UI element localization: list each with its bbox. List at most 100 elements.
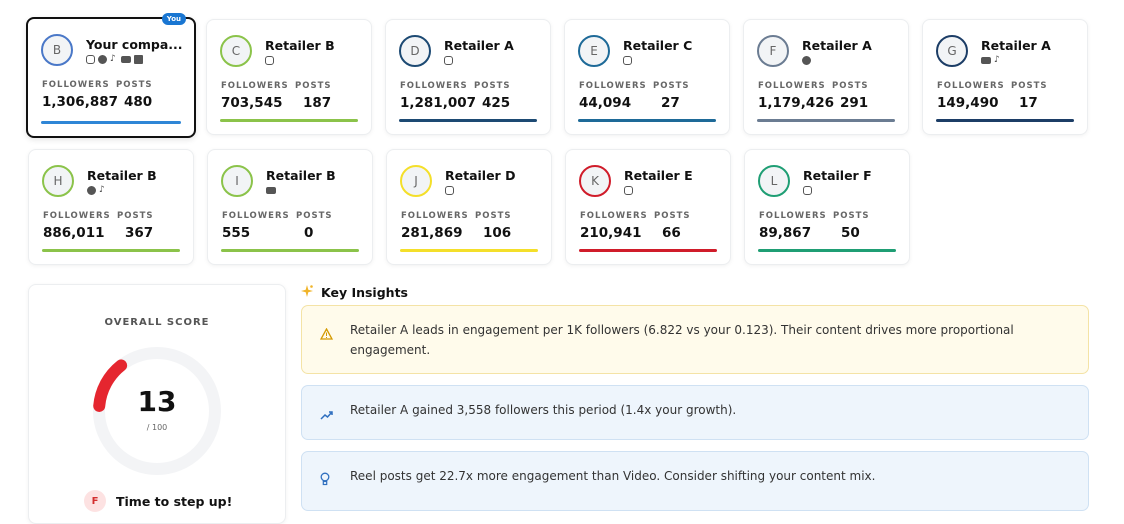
platform-icons [265,56,274,65]
posts-value: 66 [662,225,681,241]
posts-label: POSTS [295,81,332,91]
followers-value: 210,941 [580,225,642,241]
competitor-card[interactable]: You B Your compa... ♪ FOLLOWERS POSTS 1,306,88… [26,13,196,138]
warning-icon [319,326,334,346]
platform-icons [623,56,632,65]
posts-label: POSTS [296,211,333,221]
followers-label: FOLLOWERS [579,81,647,91]
avatar: C [220,35,252,67]
posts-value: 367 [125,225,154,241]
insight-card: Reel posts get 22.7x more engagement tha… [301,451,1089,511]
posts-value: 106 [483,225,512,241]
posts-label: POSTS [654,211,691,221]
competitor-name: Retailer B [265,38,335,53]
instagram-icon [624,186,633,195]
competitor-card[interactable]: K Retailer E FOLLOWERS POSTS 210,941 66 [565,149,731,265]
followers-value: 886,011 [43,225,105,241]
posts-value: 0 [304,225,314,241]
avatar: F [757,35,789,67]
posts-label: POSTS [653,81,690,91]
followers-value: 703,545 [221,95,283,111]
competitor-card[interactable]: H Retailer B ♪ FOLLOWERS POSTS 886,011 367 [28,149,194,265]
instagram-icon [803,186,812,195]
avatar: K [579,165,611,197]
competitor-name: Retailer F [803,168,872,183]
posts-value: 50 [841,225,860,241]
score-gauge-arc [93,359,128,412]
facebook-icon [98,55,107,64]
competitor-name: Your compa... [86,37,183,52]
color-bar [579,249,717,252]
posts-value: 17 [1019,95,1038,111]
instagram-icon [445,186,454,195]
avatar: H [42,165,74,197]
posts-value: 425 [482,95,511,111]
followers-value: 1,281,007 [400,95,477,111]
competitor-card[interactable]: G Retailer A ♪ FOLLOWERS POSTS 149,490 17 [922,19,1088,135]
competitor-name: Retailer C [623,38,693,53]
competitor-card[interactable]: E Retailer C FOLLOWERS POSTS 44,094 27 [564,19,730,135]
platform-icons [624,186,633,195]
competitor-name: Retailer E [624,168,693,183]
avatar: L [758,165,790,197]
avatar: G [936,35,968,67]
color-bar [936,119,1074,122]
platform-icons: ♪ [981,56,1002,65]
followers-label: FOLLOWERS [580,211,648,221]
color-bar [758,249,896,252]
followers-label: FOLLOWERS [758,81,826,91]
platform-icons: ♪ [86,55,143,64]
avatar: D [399,35,431,67]
followers-label: FOLLOWERS [759,211,827,221]
instagram-icon [86,55,95,64]
platform-icons [803,186,812,195]
competitor-card[interactable]: I Retailer B FOLLOWERS POSTS 555 0 [207,149,373,265]
trending-up-icon [320,406,333,426]
competitor-card[interactable]: D Retailer A FOLLOWERS POSTS 1,281,007 425 [385,19,551,135]
followers-label: FOLLOWERS [937,81,1005,91]
posts-label: POSTS [116,80,153,90]
sparkle-icon [300,284,314,301]
tiktok-icon: ♪ [110,54,116,64]
insight-text: Reel posts get 22.7x more engagement tha… [350,469,876,483]
platform-icons [802,56,811,65]
you-badge: You [161,13,186,25]
competitor-name: Retailer B [87,168,157,183]
followers-label: FOLLOWERS [400,81,468,91]
color-bar [41,121,181,124]
followers-label: FOLLOWERS [42,80,110,90]
competitor-name: Retailer B [266,168,336,183]
score-max: / 100 [146,423,168,432]
avatar: J [400,165,432,197]
posts-value: 27 [661,95,680,111]
competitor-card[interactable]: J Retailer D FOLLOWERS POSTS 281,869 106 [386,149,552,265]
competitor-name: Retailer A [802,38,872,53]
followers-label: FOLLOWERS [43,211,111,221]
followers-label: FOLLOWERS [401,211,469,221]
competitor-card[interactable]: C Retailer B FOLLOWERS POSTS 703,545 187 [206,19,372,135]
competitor-name: Retailer A [444,38,514,53]
youtube-icon [266,187,276,194]
instagram-icon [623,56,632,65]
followers-value: 555 [222,225,251,241]
platform-icons: ♪ [87,186,107,195]
instagram-icon [444,56,453,65]
youtube-icon [981,57,991,64]
platform-icons [266,186,276,194]
color-bar [220,119,358,122]
followers-value: 1,179,426 [758,95,835,111]
avatar: B [41,34,73,66]
score-grade-row: F Time to step up! [84,490,232,512]
posts-label: POSTS [474,81,511,91]
platform-icons [444,56,453,65]
insights-header: Key Insights [300,284,408,301]
followers-value: 1,306,887 [42,94,119,110]
followers-value: 281,869 [401,225,463,241]
posts-label: POSTS [833,211,870,221]
competitor-card[interactable]: L Retailer F FOLLOWERS POSTS 89,867 50 [744,149,910,265]
avatar: I [221,165,253,197]
color-bar [42,249,180,252]
posts-value: 291 [840,95,869,111]
insights-title: Key Insights [321,285,408,300]
competitor-card[interactable]: F Retailer A FOLLOWERS POSTS 1,179,426 291 [743,19,909,135]
